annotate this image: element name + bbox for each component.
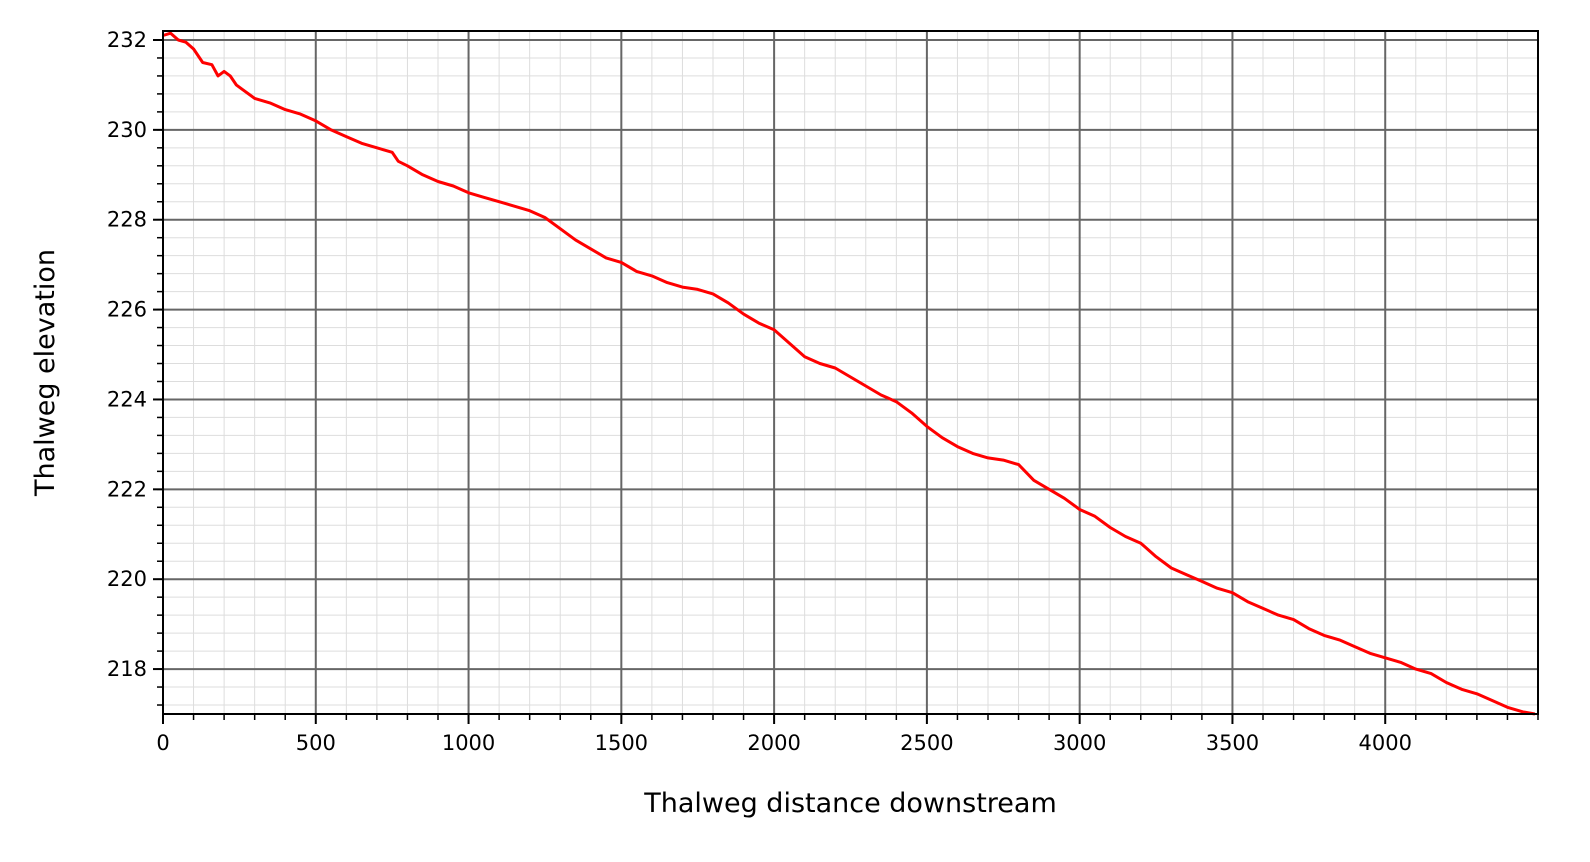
y-tick-label: 226 xyxy=(107,298,147,322)
x-tick-label: 1500 xyxy=(595,731,648,755)
y-tick-label: 230 xyxy=(107,118,147,142)
y-tick-label: 220 xyxy=(107,567,147,591)
tick-marks xyxy=(153,38,1539,724)
plot-frame xyxy=(162,30,1539,715)
y-axis-title: Thalweg elevation xyxy=(30,249,61,497)
x-tick-label: 3000 xyxy=(1053,731,1106,755)
x-tick-label: 2000 xyxy=(747,731,800,755)
y-tick-label: 218 xyxy=(107,657,147,681)
y-tick-labels: 218 220 222 224 226 228 230 232 xyxy=(107,28,147,681)
x-tick-label: 0 xyxy=(156,731,169,755)
x-axis-title: Thalweg distance downstream xyxy=(643,788,1057,819)
y-tick-label: 228 xyxy=(107,208,147,232)
y-tick-label: 224 xyxy=(107,387,147,411)
x-tick-labels: 0 500 1000 1500 2000 2500 3000 3500 4000 xyxy=(156,731,1412,755)
series-line xyxy=(162,31,1536,716)
y-tick-label: 232 xyxy=(107,28,147,52)
y-tick-label: 222 xyxy=(107,477,147,501)
series-layer xyxy=(162,31,1536,716)
x-tick-label: 1000 xyxy=(442,731,495,755)
x-tick-label: 4000 xyxy=(1358,731,1411,755)
x-tick-label: 3500 xyxy=(1206,731,1259,755)
x-tick-label: 2500 xyxy=(900,731,953,755)
x-tick-label: 500 xyxy=(296,731,336,755)
